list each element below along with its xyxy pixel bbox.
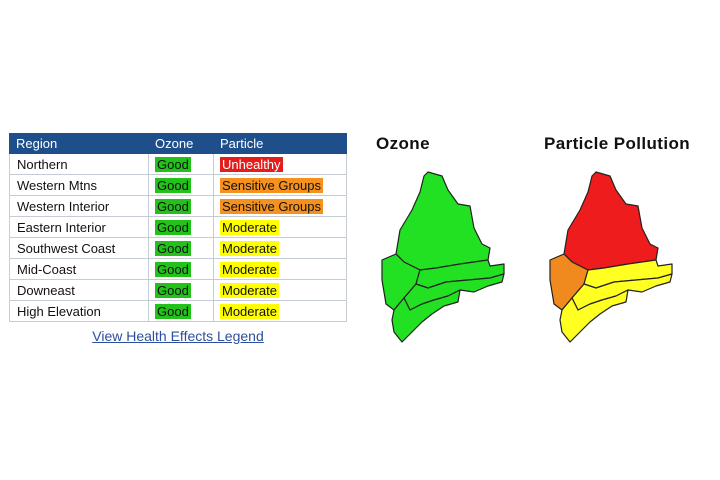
particle-region-northern bbox=[563, 171, 659, 271]
ozone-region-northern bbox=[395, 171, 491, 271]
particle-status-badge: Sensitive Groups bbox=[220, 177, 323, 193]
particle-cell: Moderate bbox=[213, 279, 347, 301]
ozone-status-badge: Good bbox=[155, 198, 191, 214]
region-cell: Southwest Coast bbox=[9, 237, 149, 259]
table-row: Western Interior Good Sensitive Groups bbox=[9, 195, 347, 217]
particle-status-badge: Unhealthy bbox=[220, 156, 283, 172]
particle-map bbox=[549, 171, 673, 343]
ozone-region-southern bbox=[391, 289, 461, 343]
particle-status-badge: Moderate bbox=[220, 261, 279, 277]
region-cell: Eastern Interior bbox=[9, 216, 149, 238]
table-row: Northern Good Unhealthy bbox=[9, 153, 347, 175]
ozone-status-badge: Good bbox=[155, 177, 191, 193]
region-cell: Downeast bbox=[9, 279, 149, 301]
particle-region-southern bbox=[559, 289, 629, 343]
region-cell: Western Interior bbox=[9, 195, 149, 217]
ozone-cell: Good bbox=[148, 237, 214, 259]
ozone-map bbox=[381, 171, 505, 343]
header-ozone: Ozone bbox=[148, 133, 214, 154]
ozone-cell: Good bbox=[148, 195, 214, 217]
ozone-status-badge: Good bbox=[155, 219, 191, 235]
ozone-cell: Good bbox=[148, 153, 214, 175]
region-cell: Northern bbox=[9, 153, 149, 175]
particle-status-badge: Moderate bbox=[220, 219, 279, 235]
ozone-cell: Good bbox=[148, 174, 214, 196]
ozone-status-badge: Good bbox=[155, 303, 191, 319]
table-body: Northern Good Unhealthy Western Mtns Good Sen… bbox=[9, 153, 347, 322]
table-header-row: Region Ozone Particle bbox=[9, 133, 347, 154]
air-quality-table: Region Ozone Particle Northern Good Unheal… bbox=[9, 133, 347, 322]
ozone-status-badge: Good bbox=[155, 156, 191, 172]
ozone-cell: Good bbox=[148, 300, 214, 322]
particle-status-badge: Moderate bbox=[220, 282, 279, 298]
region-cell: High Elevation bbox=[9, 300, 149, 322]
ozone-status-badge: Good bbox=[155, 282, 191, 298]
ozone-cell: Good bbox=[148, 279, 214, 301]
particle-cell: Moderate bbox=[213, 216, 347, 238]
particle-cell: Moderate bbox=[213, 237, 347, 259]
region-cell: Western Mtns bbox=[9, 174, 149, 196]
particle-cell: Moderate bbox=[213, 300, 347, 322]
particle-cell: Unhealthy bbox=[213, 153, 347, 175]
health-effects-legend-link[interactable]: View Health Effects Legend bbox=[92, 328, 264, 344]
particle-cell: Sensitive Groups bbox=[213, 195, 347, 217]
table-row: Downeast Good Moderate bbox=[9, 279, 347, 301]
particle-cell: Sensitive Groups bbox=[213, 174, 347, 196]
particle-status-badge: Sensitive Groups bbox=[220, 198, 323, 214]
table-row: Eastern Interior Good Moderate bbox=[9, 216, 347, 238]
table-row: High Elevation Good Moderate bbox=[9, 300, 347, 322]
particle-map-title: Particle Pollution bbox=[544, 134, 691, 153]
ozone-map-title: Ozone bbox=[376, 134, 430, 153]
header-particle: Particle bbox=[213, 133, 347, 154]
ozone-status-badge: Good bbox=[155, 240, 191, 256]
region-cell: Mid-Coast bbox=[9, 258, 149, 280]
ozone-cell: Good bbox=[148, 216, 214, 238]
particle-status-badge: Moderate bbox=[220, 240, 279, 256]
table-row: Western Mtns Good Sensitive Groups bbox=[9, 174, 347, 196]
particle-status-badge: Moderate bbox=[220, 303, 279, 319]
table-row: Southwest Coast Good Moderate bbox=[9, 237, 347, 259]
ozone-status-badge: Good bbox=[155, 261, 191, 277]
ozone-cell: Good bbox=[148, 258, 214, 280]
particle-cell: Moderate bbox=[213, 258, 347, 280]
header-region: Region bbox=[9, 133, 149, 154]
table-row: Mid-Coast Good Moderate bbox=[9, 258, 347, 280]
